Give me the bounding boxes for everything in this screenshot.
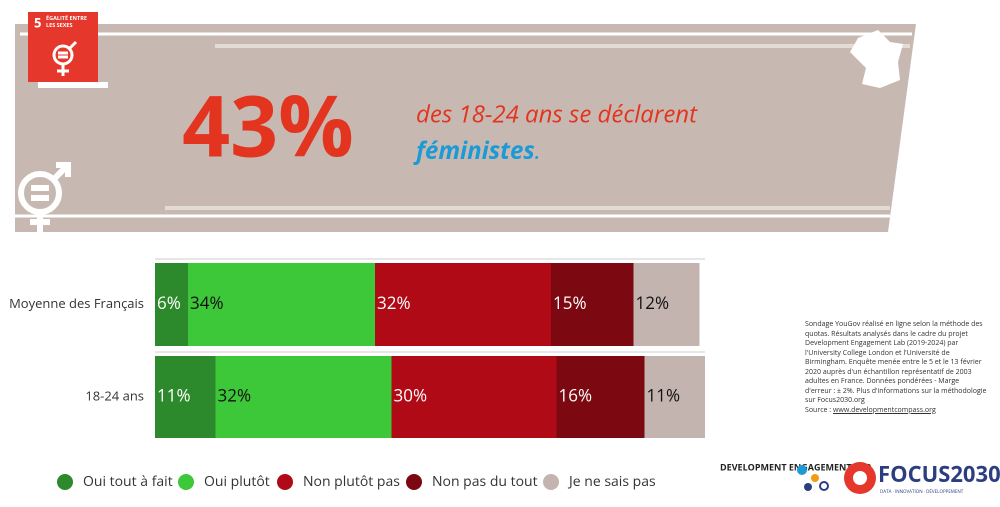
legend-swatch (178, 474, 194, 490)
focus-tagline: DATA · INNOVATION · DÉVELOPPEMENT (880, 488, 964, 495)
del-mark (797, 465, 829, 491)
del-logo: DEVELOPMENT ENGAGEMENT LAB (720, 460, 871, 473)
legend-label: Non plutôt pas (303, 472, 400, 491)
bar-segment (155, 263, 188, 346)
sdg-label: ÉGALITÉ ENTRE LES SEXES (46, 15, 87, 29)
focus-logo: FOCUS2030 (878, 459, 1000, 489)
legend-swatch (277, 474, 293, 490)
value-label: 12% (636, 291, 670, 314)
france-map (850, 30, 903, 88)
value-label: 11% (157, 384, 191, 407)
bar-segment (215, 356, 392, 438)
legend-swatch (406, 474, 422, 490)
bar-segment (188, 263, 375, 346)
big-value: 43% (182, 66, 354, 181)
source-link[interactable]: www.developmentcompass.org (832, 405, 936, 415)
value-label: 15% (553, 291, 587, 314)
value-label: 16% (559, 384, 593, 407)
bar-segment (556, 356, 645, 438)
bar-segment (551, 263, 634, 346)
bar-segment (633, 263, 700, 346)
bar-segment (644, 356, 705, 438)
value-label: 32% (218, 384, 252, 407)
legend-label: Je ne sais pas (567, 472, 656, 491)
sdg-shadow (38, 82, 108, 88)
gender-symbol (18, 162, 71, 232)
value-label: 6% (157, 291, 181, 314)
bar-segment (155, 356, 216, 438)
period: . (535, 134, 541, 167)
source-prefix: Source : (805, 405, 832, 415)
legend-label: Non pas du tout (432, 472, 538, 491)
headline-2: féministes. (413, 134, 541, 167)
bar-segment (391, 356, 557, 438)
value-label: 34% (190, 291, 224, 314)
note-text: Sondage YouGov réalisé en ligne selon la… (805, 320, 987, 405)
legend-label: Oui tout à fait (83, 472, 173, 491)
focus-mark-inner (853, 471, 867, 485)
sdg-symbol (52, 40, 78, 76)
value-label: 32% (377, 291, 411, 314)
legend-swatch (57, 474, 73, 490)
bar-segment (375, 263, 551, 346)
legend-label: Oui plutôt (204, 472, 270, 491)
value-label: 11% (647, 384, 681, 407)
banner (15, 24, 916, 232)
headline: des 18-24 ans se déclarent (416, 97, 698, 130)
sdg-number: 5 (34, 13, 41, 31)
source-note: Sondage YouGov réalisé en ligne selon la… (805, 320, 987, 415)
category-label: 18-24 ans (85, 386, 144, 404)
legend-swatch (543, 474, 559, 490)
category-label: Moyenne des Français (9, 294, 144, 312)
emphasis: féministes (413, 134, 535, 167)
value-label: 30% (394, 384, 428, 407)
